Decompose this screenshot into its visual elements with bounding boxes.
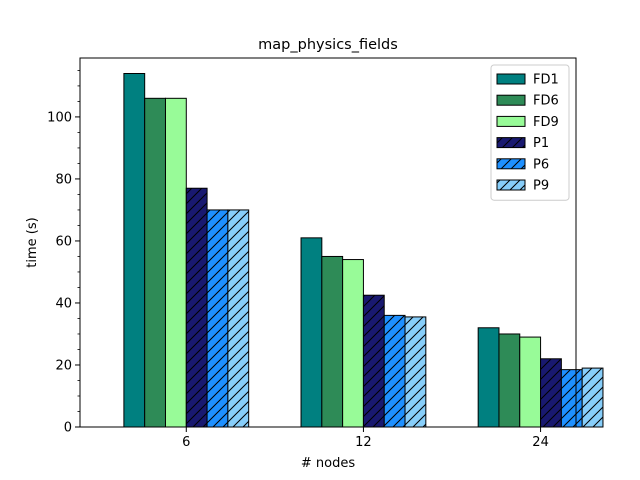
x-tick-label: 6	[182, 435, 190, 450]
y-tick-label: 0	[64, 421, 72, 436]
legend-label-p6: P6	[533, 157, 549, 172]
legend-swatch-hatch-p6	[497, 158, 525, 169]
bar-fd1-12	[300, 237, 323, 428]
x-axis-label: # nodes	[301, 456, 355, 471]
y-tick-label: 40	[55, 296, 72, 311]
bars-layer	[123, 73, 604, 428]
legend-swatch-fd9	[496, 115, 526, 127]
bar-fd9-12	[342, 259, 364, 428]
plot-area-frame	[79, 57, 577, 428]
bar-fd1-6	[123, 73, 146, 428]
legend-swatch-hatch-p1	[497, 137, 525, 148]
x-tick-label: 12	[355, 435, 372, 450]
legend-swatch-fd1	[496, 73, 526, 85]
bar-fd6-6	[144, 97, 166, 428]
legend-label-fd1: FD1	[533, 73, 559, 88]
bar-hatch-p9-12	[405, 316, 426, 427]
y-tick-label: 80	[55, 172, 72, 187]
bar-hatch-p1-12	[363, 295, 385, 427]
bar-hatch-p6-12	[384, 315, 406, 427]
legend-swatch-fd6	[496, 94, 526, 106]
x-tick-label: 24	[532, 435, 549, 450]
bar-hatch-p9-6	[227, 209, 249, 427]
y-tick-label: 60	[55, 234, 72, 249]
bar-fd6-12	[321, 255, 344, 428]
axis-ticks: 0 20 40 60 80 100 6 12 24	[47, 70, 549, 450]
chart-title: map_physics_fields	[258, 37, 398, 53]
bar-hatch-p9-24	[582, 368, 603, 427]
bar-fd1-24	[477, 327, 500, 428]
legend-label-p1: P1	[533, 136, 549, 151]
bar-fd9-6	[164, 97, 187, 428]
bar-fd9-24	[519, 336, 542, 428]
y-tick-label: 100	[47, 110, 72, 125]
y-tick-label: 20	[55, 358, 72, 373]
legend: FD1 FD6 FD9 P1 P6 P9	[490, 64, 570, 201]
legend-label-fd6: FD6	[533, 94, 559, 109]
y-axis-label: time (s)	[25, 217, 40, 267]
bar-fd6-24	[498, 333, 521, 428]
legend-label-p9: P9	[533, 179, 549, 194]
bar-hatch-p1-24	[540, 358, 562, 427]
bar-hatch-p6-24	[561, 369, 583, 427]
legend-swatch-hatch-p9	[497, 180, 525, 190]
bar-hatch-p6-6	[207, 209, 228, 427]
legend-label-fd9: FD9	[533, 115, 559, 130]
bar-hatch-p1-6	[186, 188, 208, 427]
